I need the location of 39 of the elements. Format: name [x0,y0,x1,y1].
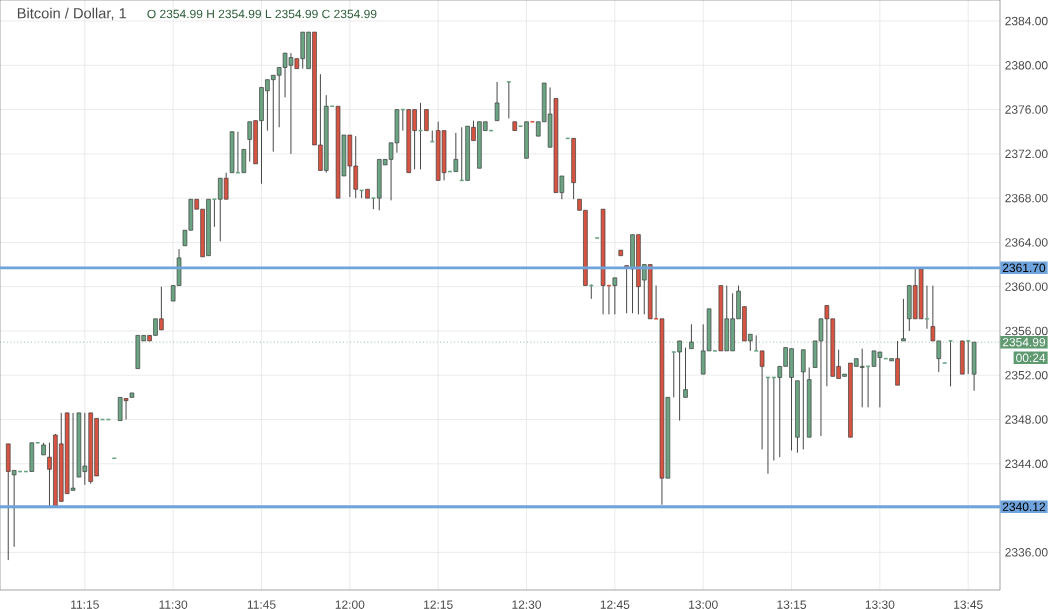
x-tick-label: 11:45 [247,600,276,609]
y-tick-label: 2384.00 [1005,16,1048,26]
annotation: O 2354.99 H 2354.99 L 2354.99 C 2354.99 [147,9,377,19]
x-tick-label: 12:15 [424,600,453,609]
chart-title: Bitcoin / Dollar, 1 [17,7,127,21]
ref-line-label: 2361.70 [1002,263,1046,273]
candlestick [424,109,429,132]
x-tick-label: 12:00 [335,600,365,609]
candlestick [683,347,688,398]
y-tick-label: 2344.00 [1005,459,1048,469]
y-tick-label: 2372.00 [1005,149,1048,159]
candlestick [901,298,906,342]
x-tick-label: 12:30 [512,600,542,609]
candlestick [612,277,618,315]
candlestick [801,349,806,450]
candlestick [759,350,765,450]
ref-line-label: 2354.99 [1002,337,1046,347]
x-tick-label: 13:00 [689,600,718,609]
candlestick [689,323,694,350]
candlestick [947,340,954,387]
y-tick-label: 2352.00 [1005,370,1048,380]
y-tick-label: 2336.00 [1005,548,1048,557]
x-tick-label: 13:30 [865,600,895,609]
y-tick-label: 2360.00 [1005,282,1048,291]
x-tick-label: 13:45 [954,600,983,609]
text: 00:24 [1016,353,1046,363]
y-tick-label: 2356.00 [1005,326,1048,336]
y-tick-label: 2348.00 [1005,415,1048,424]
y-tick-label: 2376.00 [1005,105,1048,114]
ref-line-label: 2340.12 [1002,502,1046,511]
x-tick-label: 13:15 [777,600,807,609]
x-tick-label: 11:15 [71,600,99,609]
x-tick-label: 11:30 [159,600,188,609]
candlestick [494,81,500,122]
y-tick-label: 2364.00 [1005,238,1048,247]
candlestick [506,81,512,119]
y-tick-label: 2368.00 [1005,193,1048,203]
y-tick-label: 2380.00 [1005,61,1048,70]
x-tick-label: 12:45 [600,600,630,609]
